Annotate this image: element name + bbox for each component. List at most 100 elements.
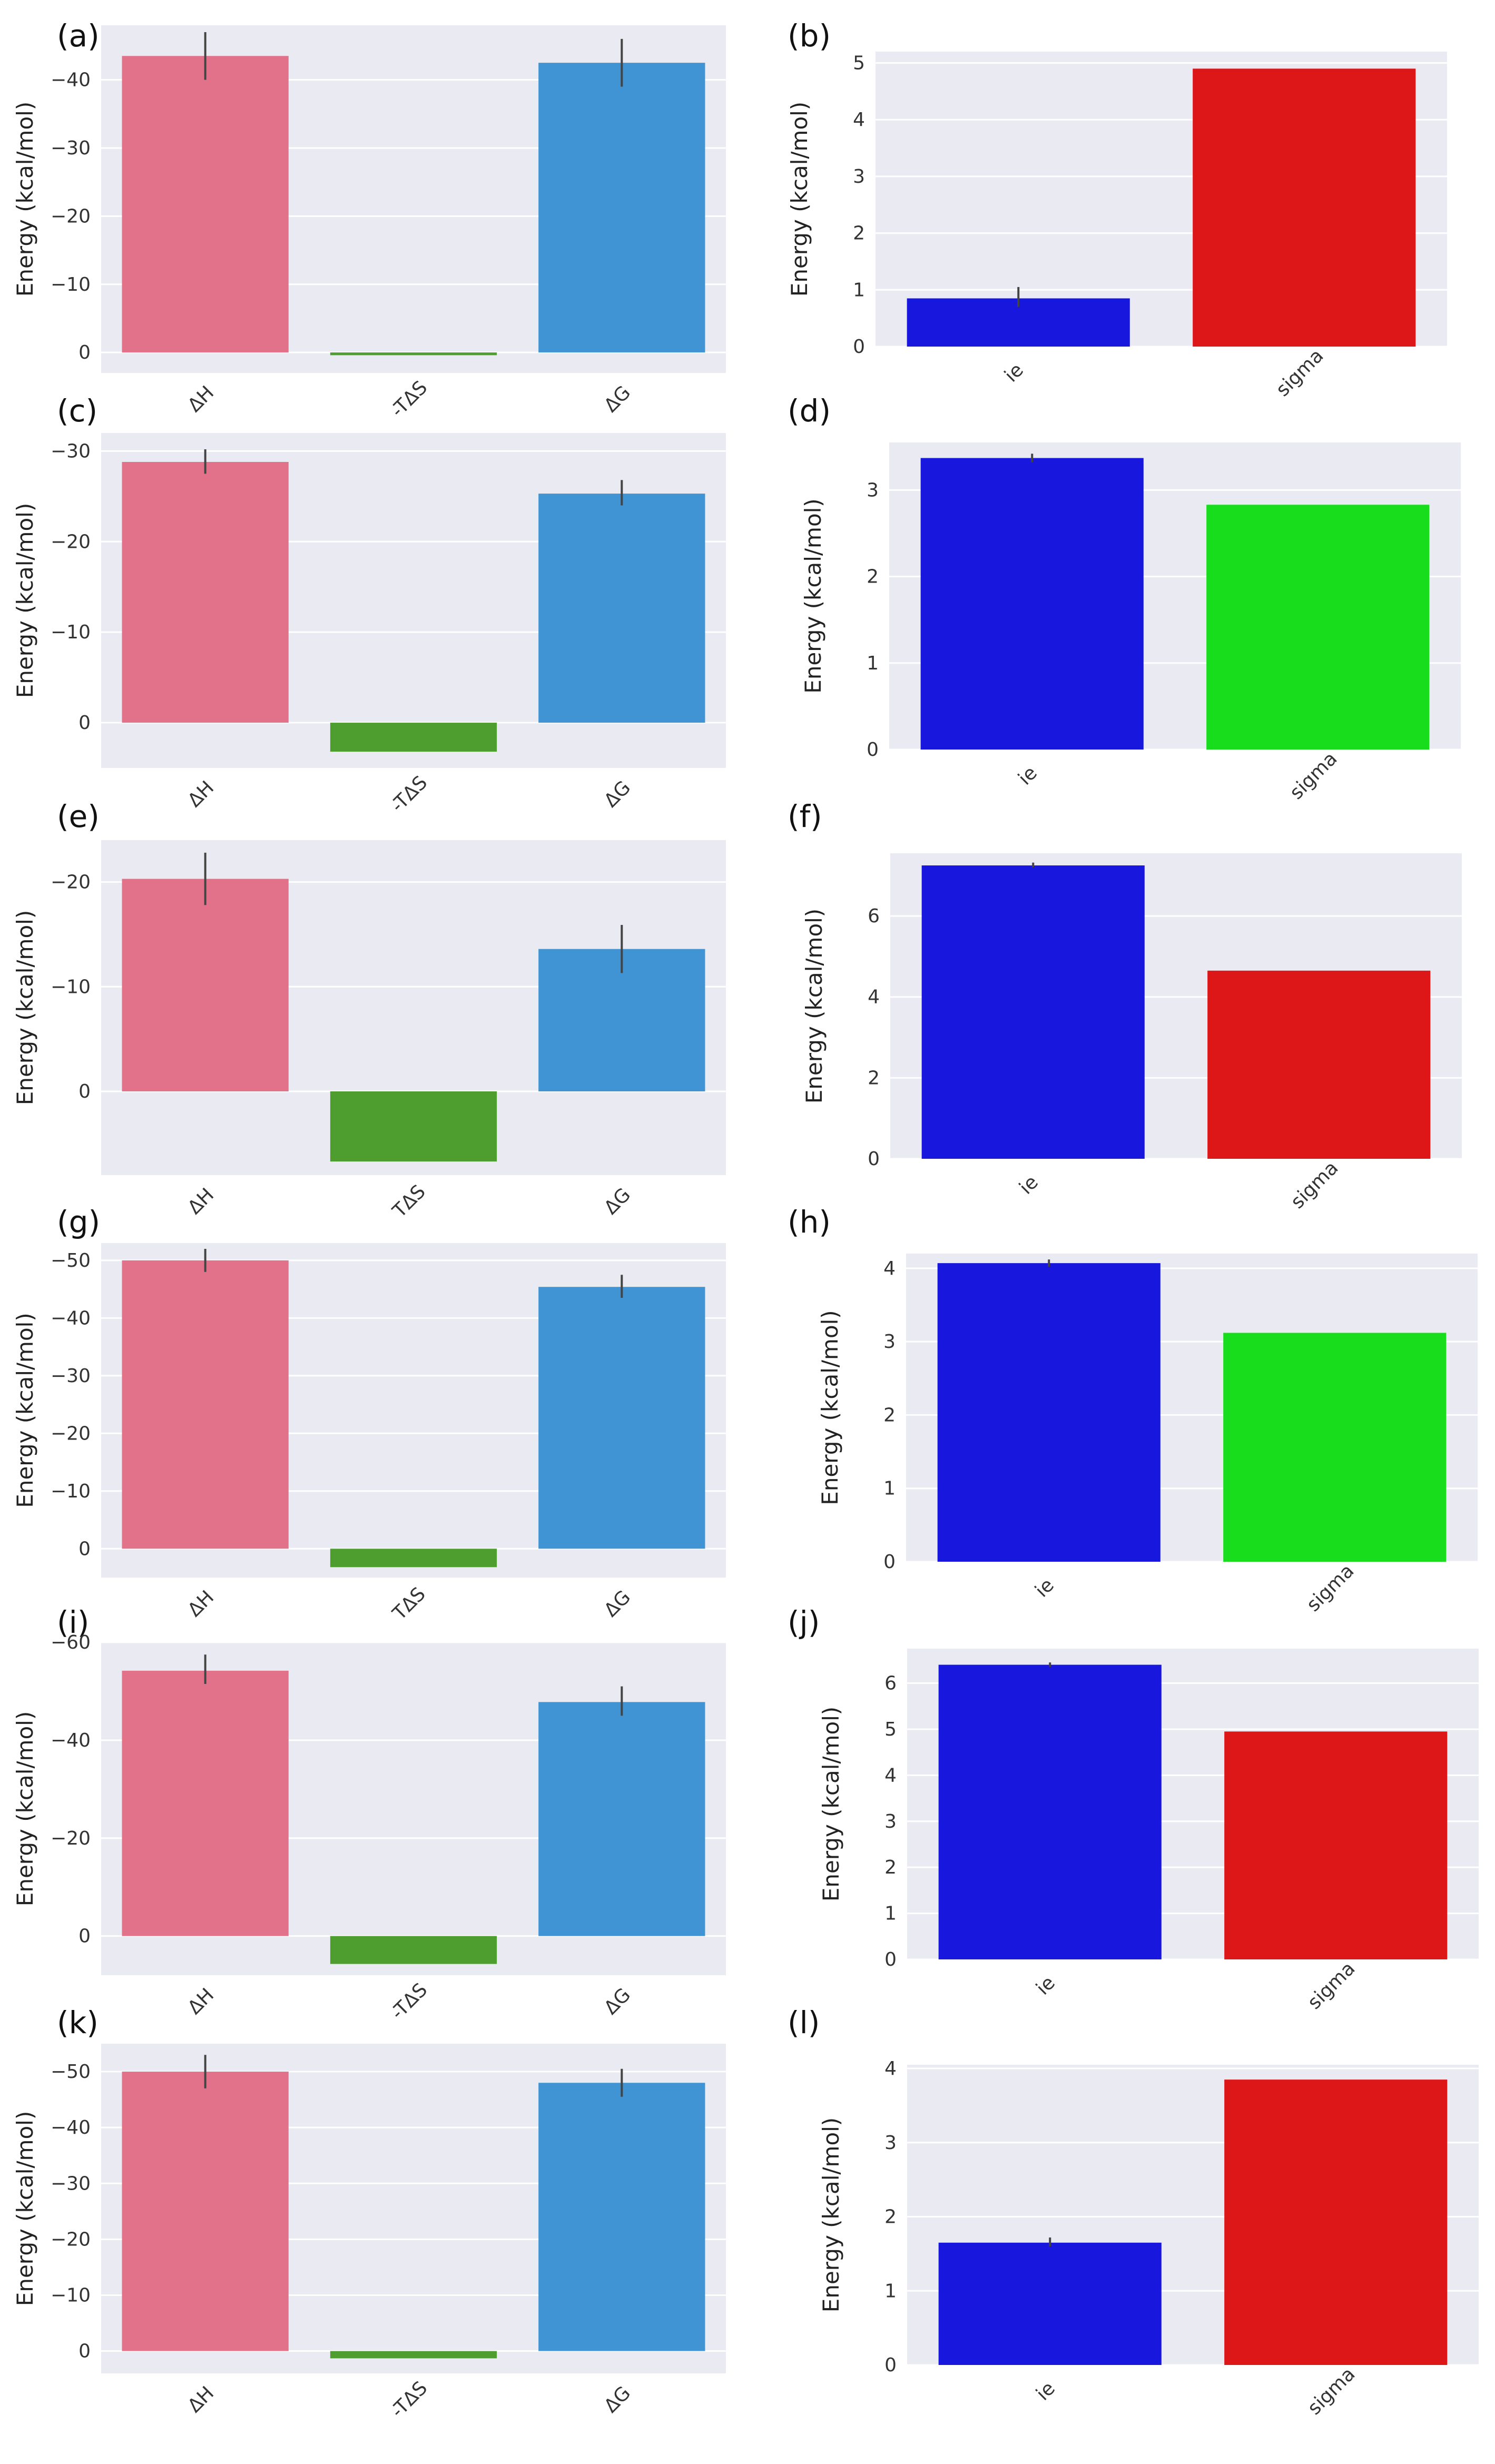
y-tick-label: 1 [884, 1903, 897, 1925]
y-tick-label: 3 [883, 1331, 896, 1353]
y-tick-label: 6 [868, 905, 880, 927]
y-tick-label: 2 [867, 566, 879, 588]
y-tick-label: 2 [884, 2206, 897, 2228]
panel-label: (i) [57, 1604, 89, 1640]
y-tick-label: 4 [883, 1258, 896, 1279]
chart-panel-c: (c) 0 −10 −20 −30 Energy (kcal/mol) ΔH -TΔS ΔG [12, 393, 726, 816]
x-tick-label: ΔH [184, 2382, 219, 2417]
y-tick-label: −20 [51, 1828, 91, 1849]
x-tick-label: -TΔS [387, 1979, 431, 2024]
y-tick-label: 3 [884, 2132, 897, 2154]
y-tick-label: −50 [51, 2061, 91, 2083]
y-tick-label: 0 [853, 336, 865, 358]
chart-panel-d: (d) 0 1 2 3 Energy (kcal/mol) ie sigma [788, 393, 1461, 804]
x-tick-label: ie [1032, 2378, 1059, 2405]
x-tick-label: ie [1000, 359, 1028, 387]
x-tick-label: ie [1031, 1574, 1058, 1602]
y-axis-label: Energy (kcal/mol) [12, 2111, 38, 2306]
bar-ie [921, 865, 1145, 1159]
x-tick-label: -TΔS [387, 772, 431, 816]
y-tick-label: −20 [51, 1423, 91, 1444]
x-tick-label: sigma [1272, 345, 1328, 401]
x-tick-label: sigma [1304, 2363, 1360, 2419]
y-tick-label: 5 [884, 1719, 897, 1740]
bar-sigma [1223, 1333, 1447, 1562]
panel-label: (g) [57, 1204, 100, 1240]
y-tick-label: −10 [51, 274, 91, 295]
y-tick-label: −30 [51, 440, 91, 462]
chart-panel-k: (k) 0 −10 −20 −30 −40 −50 Energy (kcal/mol) ΔH -T… [12, 2005, 726, 2422]
y-axis-label: Energy (kcal/mol) [12, 102, 38, 297]
x-tick-label: TΔS [388, 1583, 430, 1625]
y-tick-label: −10 [51, 1481, 91, 1502]
y-tick-label: 3 [884, 1811, 897, 1832]
y-tick-label: 4 [884, 2058, 897, 2079]
x-tick-label: ΔG [600, 2382, 635, 2417]
bar-ΔG [538, 494, 705, 723]
bar-ie [938, 1664, 1162, 1959]
y-tick-label: 1 [883, 1478, 896, 1500]
chart-panel-b: (b) 0 1 2 3 4 5 Energy (kcal/mol) ie sigma [786, 18, 1447, 401]
y-tick-label: 0 [78, 342, 91, 363]
y-tick-label: −20 [51, 872, 91, 893]
bar--TΔS [330, 352, 497, 356]
y-axis-label: Energy (kcal/mol) [12, 1313, 38, 1507]
y-tick-label: 0 [883, 1551, 896, 1573]
y-tick-label: 2 [884, 1857, 897, 1878]
y-axis-label: Energy (kcal/mol) [800, 498, 826, 693]
y-tick-label: 0 [78, 712, 91, 734]
bar-ie [937, 1263, 1160, 1562]
bar-sigma [1207, 970, 1431, 1159]
x-tick-label: sigma [1286, 748, 1342, 804]
bar-ΔH [122, 2072, 289, 2351]
y-tick-label: −30 [51, 1365, 91, 1387]
bar-ΔH [122, 1260, 289, 1549]
y-tick-label: 4 [853, 109, 865, 131]
y-tick-label: 0 [867, 739, 879, 761]
chart-panel-f: (f) 0 2 4 6 Energy (kcal/mol) ie sigma [788, 799, 1462, 1213]
x-tick-label: ΔH [184, 1984, 219, 2019]
bar-ΔH [122, 56, 289, 353]
x-tick-label: ie [1032, 1972, 1059, 1999]
y-tick-label: −10 [51, 976, 91, 998]
bar-sigma [1193, 68, 1416, 347]
y-tick-label: −60 [51, 1632, 91, 1653]
x-tick-label: ΔH [184, 777, 219, 812]
panel-label: (h) [788, 1204, 831, 1240]
panel-label: (c) [57, 393, 97, 429]
y-tick-label: −20 [51, 531, 91, 553]
x-tick-label: sigma [1303, 1560, 1359, 1616]
chart-panel-h: (h) 0 1 2 3 4 Energy (kcal/mol) ie sigma [788, 1204, 1478, 1616]
bar-sigma [1224, 1731, 1448, 1959]
bar-ΔH [122, 879, 289, 1091]
panel-label: (d) [788, 393, 831, 429]
chart-panel-l: (l) 0 1 2 3 4 Energy (kcal/mol) ie sigma [788, 2005, 1479, 2419]
y-tick-label: 0 [78, 1926, 91, 1947]
bar-ΔG [538, 2083, 705, 2351]
bar-sigma [1206, 505, 1430, 750]
chart-panel-j: (j) 0 1 2 3 4 5 6 Energy (kcal/mol) ie sigma [788, 1604, 1479, 2014]
y-tick-label: −10 [51, 2284, 91, 2306]
y-tick-label: −30 [51, 137, 91, 159]
x-tick-label: -TΔS [387, 2377, 431, 2422]
y-tick-label: 3 [867, 479, 879, 501]
y-tick-label: 5 [853, 53, 865, 74]
x-tick-label: ie [1015, 1171, 1042, 1199]
x-tick-label: sigma [1304, 1958, 1360, 2014]
y-tick-label: −20 [51, 2229, 91, 2250]
y-tick-label: 0 [78, 1081, 91, 1102]
x-tick-label: ΔH [184, 1184, 219, 1219]
y-tick-label: −40 [51, 70, 91, 91]
bar-ie [920, 458, 1144, 750]
panel-label: (j) [788, 1604, 820, 1640]
y-tick-label: 0 [78, 1538, 91, 1560]
bar-sigma [1224, 2079, 1448, 2365]
chart-panel-e: (e) 0 −10 −20 Energy (kcal/mol) ΔH TΔS ΔG [12, 799, 726, 1223]
y-tick-label: 1 [853, 279, 865, 301]
x-tick-label: ie [1014, 762, 1041, 790]
panel-label: (f) [788, 799, 822, 834]
y-axis-label: Energy (kcal/mol) [818, 1707, 844, 1901]
y-tick-label: 6 [884, 1673, 897, 1694]
y-tick-label: 2 [853, 223, 865, 244]
